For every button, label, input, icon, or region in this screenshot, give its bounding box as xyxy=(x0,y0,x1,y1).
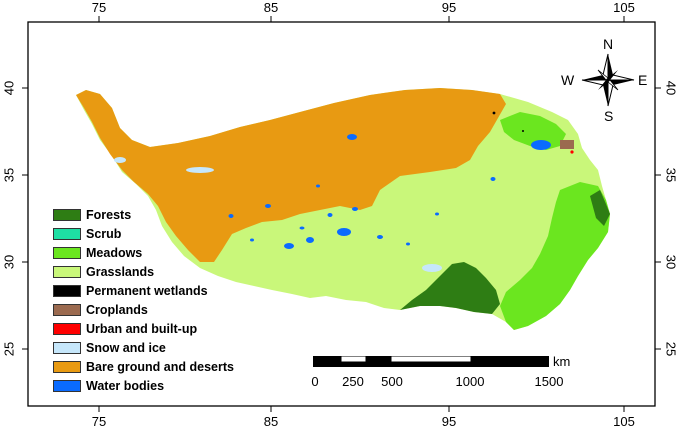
top-tick-label: 75 xyxy=(91,0,107,15)
compass-star-icon xyxy=(581,53,635,107)
legend-item-urban: Urban and built-up xyxy=(53,320,234,339)
legend-item-scrub: Scrub xyxy=(53,224,234,243)
legend-label: Scrub xyxy=(86,226,122,241)
scale-label: 0 xyxy=(311,374,319,389)
plateau-meadows xyxy=(500,182,610,330)
right-tick-label: 40 xyxy=(663,80,679,96)
legend-label: Water bodies xyxy=(86,379,165,394)
legend-label: Urban and built-up xyxy=(86,322,198,337)
plateau-meadows-north xyxy=(500,112,566,150)
bottom-tick-label: 75 xyxy=(91,414,107,429)
compass-south-label: S xyxy=(604,108,614,124)
legend-item-grasslands: Grasslands xyxy=(53,262,234,281)
compass-rose: N S E W xyxy=(560,36,656,124)
legend-swatch xyxy=(53,361,81,374)
legend-item-bare-ground: Bare ground and deserts xyxy=(53,358,234,377)
top-tick-label: 85 xyxy=(263,0,279,15)
legend-label: Forests xyxy=(86,207,132,222)
right-tick-label: 35 xyxy=(663,167,679,183)
legend-label: Meadows xyxy=(86,245,143,260)
legend-item-permanent-wetlands: Permanent wetlands xyxy=(53,281,234,300)
top-tick-label: 95 xyxy=(441,0,457,15)
legend-item-meadows: Meadows xyxy=(53,243,234,262)
right-tick-label: 25 xyxy=(663,341,679,357)
scale-bar: km 0 250 500 1000 1500 xyxy=(311,352,593,392)
bottom-tick-label: 105 xyxy=(613,414,635,429)
left-tick-label: 35 xyxy=(1,167,17,183)
compass-east-label: E xyxy=(638,72,648,88)
top-tick-label: 105 xyxy=(613,0,635,15)
left-tick-label: 25 xyxy=(1,341,17,357)
wetland-patches xyxy=(492,111,524,132)
legend-label: Croplands xyxy=(86,303,148,318)
bottom-tick-label: 95 xyxy=(441,414,457,429)
scale-label: 1500 xyxy=(534,374,564,389)
scale-label: 1000 xyxy=(455,374,485,389)
croplands-patch xyxy=(560,140,574,149)
left-tick-label: 40 xyxy=(1,80,17,96)
scale-label: 500 xyxy=(381,374,403,389)
legend-item-snow-ice: Snow and ice xyxy=(53,339,234,358)
legend-label: Permanent wetlands xyxy=(86,283,208,298)
legend-swatch xyxy=(53,208,81,221)
legend-label: Snow and ice xyxy=(86,341,166,356)
tick-marks xyxy=(22,16,661,412)
legend-swatch xyxy=(53,227,81,240)
compass-north-label: N xyxy=(603,36,614,52)
map-legend: Forests Scrub Meadows Grasslands Permane… xyxy=(53,205,234,396)
snow-ice-patches xyxy=(114,157,442,272)
legend-swatch xyxy=(53,246,81,259)
legend-label: Bare ground and deserts xyxy=(86,360,234,375)
legend-swatch xyxy=(53,304,81,317)
legend-item-water-bodies: Water bodies xyxy=(53,377,234,396)
legend-swatch xyxy=(53,380,81,393)
legend-item-forests: Forests xyxy=(53,205,234,224)
legend-item-croplands: Croplands xyxy=(53,300,234,319)
legend-swatch xyxy=(53,284,81,297)
plateau-forests-east xyxy=(590,190,610,226)
urban-patch xyxy=(570,150,574,154)
legend-swatch xyxy=(53,342,81,355)
scale-label: 250 xyxy=(342,374,364,389)
water-bodies xyxy=(228,134,551,249)
compass-west-label: W xyxy=(561,72,575,88)
plateau-deserts xyxy=(76,88,506,262)
bottom-tick-label: 85 xyxy=(263,414,279,429)
plateau-forests xyxy=(400,262,500,314)
legend-label: Grasslands xyxy=(86,264,155,279)
legend-swatch xyxy=(53,323,81,336)
legend-swatch xyxy=(53,265,81,278)
left-tick-label: 30 xyxy=(1,254,17,270)
scale-bar-graphic xyxy=(313,356,549,367)
right-tick-label: 30 xyxy=(663,254,679,270)
scale-unit-label: km xyxy=(553,354,571,369)
